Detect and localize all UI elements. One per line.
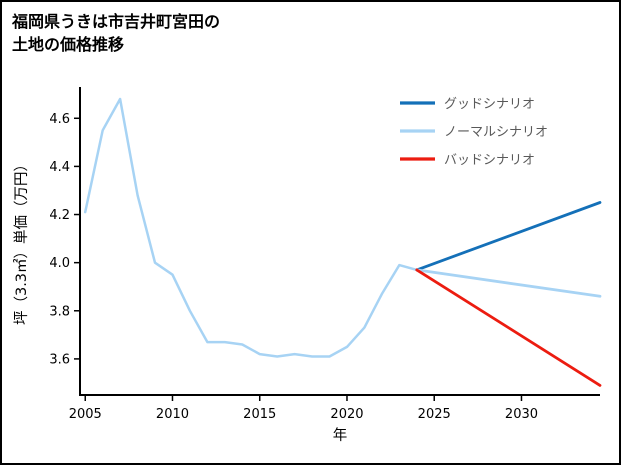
x-tick-label: 2030 bbox=[505, 407, 538, 422]
chart-title-line1: 福岡県うきは市吉井町宮田の bbox=[12, 12, 221, 31]
x-tick-label: 2020 bbox=[330, 407, 363, 422]
series-line-グッドシナリオ bbox=[415, 201, 602, 272]
chart-title: 福岡県うきは市吉井町宮田の 土地の価格推移 bbox=[12, 10, 220, 56]
legend-label: ノーマルシナリオ bbox=[444, 125, 548, 140]
y-axis-label: 坪（3.3㎡）単価（万円） bbox=[13, 157, 30, 325]
y-tick-label: 4.0 bbox=[49, 256, 70, 271]
series-line-ノーマルシナリオ bbox=[415, 268, 602, 298]
x-tick-label: 2025 bbox=[418, 407, 451, 422]
series-line-価格実績 bbox=[83, 97, 419, 358]
x-axis-label: 年 bbox=[333, 427, 348, 444]
y-tick-label: 4.6 bbox=[49, 112, 70, 127]
series-line-バッドシナリオ bbox=[415, 268, 602, 387]
y-tick-label: 3.8 bbox=[49, 304, 70, 319]
x-tick-label: 2005 bbox=[69, 407, 102, 422]
legend-label: グッドシナリオ bbox=[444, 97, 535, 112]
y-tick-label: 4.2 bbox=[49, 208, 70, 223]
x-tick-label: 2010 bbox=[156, 407, 189, 422]
y-tick-label: 4.4 bbox=[49, 160, 70, 175]
x-tick-label: 2015 bbox=[243, 407, 276, 422]
chart-title-line2: 土地の価格推移 bbox=[12, 35, 125, 55]
legend-label: バッドシナリオ bbox=[444, 153, 535, 168]
y-tick-label: 3.6 bbox=[49, 352, 70, 367]
